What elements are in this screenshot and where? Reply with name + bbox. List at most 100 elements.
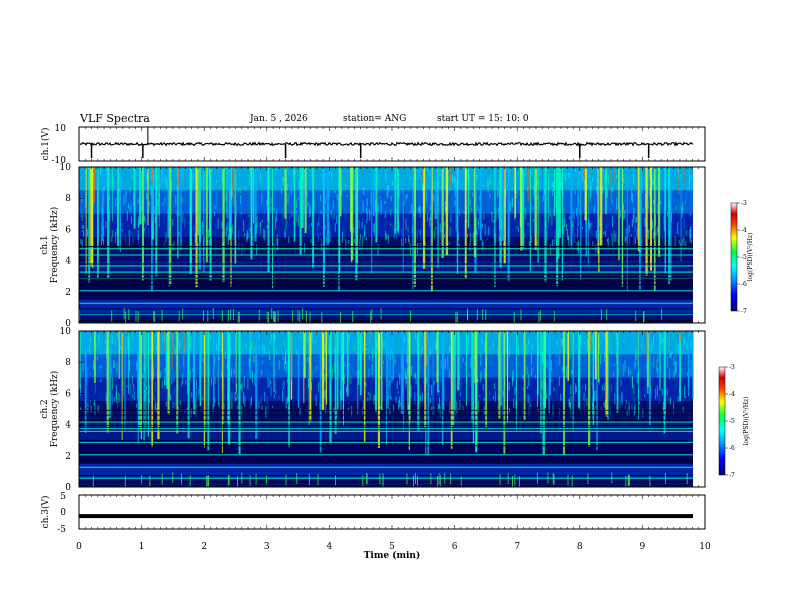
spectrogram-speckle: [383, 341, 385, 347]
sferic-streak: [350, 167, 353, 263]
low-freq-spike: [296, 473, 298, 484]
spectrogram-speckle: [219, 346, 221, 355]
spectrogram-speckle: [447, 355, 449, 362]
spectrogram-speckle: [497, 172, 498, 183]
spectrogram-speckle: [347, 401, 349, 404]
sferic-streak: [359, 331, 362, 396]
spectrogram-speckle: [248, 233, 250, 238]
sferic-peak: [637, 331, 639, 367]
spectrogram-speckle: [497, 340, 499, 350]
low-freq-spike: [92, 475, 94, 487]
spectrogram-speckle: [419, 395, 421, 402]
spectrogram-speckle: [647, 200, 649, 209]
spectrogram-speckle: [430, 213, 431, 220]
spectrogram-speckle: [264, 230, 266, 241]
spectrogram-speckle: [146, 386, 148, 390]
spectrogram-speckle: [351, 406, 353, 417]
low-freq-spike: [237, 475, 238, 487]
spectrogram-speckle: [281, 379, 283, 390]
spectrogram-speckle: [122, 377, 124, 387]
colorbar-tick-label: -6: [741, 281, 747, 288]
low-freq-spike: [456, 311, 458, 323]
spectrogram-speckle: [546, 231, 548, 242]
spectrogram-speckle: [607, 190, 609, 198]
spectrogram-speckle: [469, 232, 471, 243]
spectrogram-speckle: [589, 193, 591, 203]
spectrogram-speckle: [315, 364, 316, 373]
sferic-streak: [170, 167, 172, 286]
spectrogram-speckle: [630, 337, 632, 340]
sferic-streak: [176, 331, 179, 434]
spectrogram-speckle: [535, 375, 537, 379]
spectrogram-speckle: [498, 188, 500, 197]
spectrogram-speckle: [513, 369, 515, 381]
spectrogram-speckle: [558, 408, 560, 417]
ch2-colorbar-label: log(PSD)(V²/Hz): [743, 397, 750, 446]
sferic-streak: [622, 167, 624, 287]
spectrogram-speckle: [97, 405, 99, 412]
spectrogram-speckle: [174, 345, 176, 355]
spectrogram-speckle: [670, 348, 672, 355]
spectrogram-speckle: [518, 200, 520, 209]
spectrogram-speckle: [514, 216, 516, 221]
spectrogram-speckle: [380, 406, 382, 409]
sferic-peak: [610, 167, 612, 201]
spectrogram-speckle: [615, 175, 617, 179]
spectrogram-speckle: [143, 229, 145, 233]
spectrogram-speckle: [431, 406, 433, 411]
spectrogram-speckle: [146, 353, 148, 362]
spectrogram-speckle: [690, 367, 692, 376]
spectrogram-speckle: [212, 202, 214, 214]
spectrogram-gap: [79, 426, 693, 428]
spectrogram-speckle: [439, 406, 441, 418]
sferic-streak: [371, 167, 373, 274]
spectrogram-speckle: [164, 174, 166, 184]
spectrogram-speckle: [619, 210, 621, 218]
sferic-peak: [527, 167, 529, 202]
sferic-peak: [450, 167, 452, 186]
spectrogram-speckle: [685, 201, 686, 204]
spectrogram-speckle: [334, 190, 336, 193]
spectrogram-speckle: [482, 184, 484, 187]
spectrogram-speckle: [333, 213, 335, 220]
spectrogram-speckle: [591, 380, 593, 386]
freq-tick-label: 6: [65, 389, 71, 399]
spectrogram-speckle: [568, 235, 570, 246]
low-freq-spike: [189, 474, 191, 486]
sferic-streak: [340, 331, 342, 411]
sferic-streak: [638, 331, 639, 420]
spectrogram-speckle: [609, 407, 611, 416]
sferic-streak: [519, 167, 522, 228]
spectrogram-speckle: [296, 210, 298, 222]
spectrogram-speckle: [216, 204, 218, 212]
spectrogram-speckle: [604, 352, 606, 358]
spectrogram-speckle: [603, 383, 605, 391]
spectrogram-speckle: [657, 367, 659, 378]
spectrogram-speckle: [308, 224, 310, 230]
spectrogram-speckle: [633, 384, 635, 395]
spectrogram-speckle: [488, 226, 490, 236]
low-freq-spike: [553, 310, 555, 322]
spectrogram-speckle: [656, 359, 658, 372]
spectrogram-speckle: [221, 221, 223, 229]
spectrogram-speckle: [634, 361, 636, 370]
spectrogram-speckle: [611, 199, 613, 204]
spectrogram-speckle: [513, 398, 515, 408]
spectrogram-speckle: [270, 381, 272, 384]
spectrogram-speckle: [481, 240, 483, 251]
low-freq-spike: [172, 472, 174, 484]
spectrogram-speckle: [365, 382, 367, 387]
spectrogram-speckle: [629, 371, 631, 375]
sferic-streak: [456, 167, 459, 275]
spectrogram-speckle: [466, 376, 468, 384]
sferic-peak: [152, 167, 154, 185]
spectrogram-speckle: [457, 228, 459, 239]
spectrogram-speckle: [389, 408, 391, 414]
spectrogram-speckle: [145, 218, 147, 229]
sferic-streak: [503, 331, 506, 454]
spectrogram-speckle: [569, 353, 571, 359]
sferic-streak: [147, 167, 149, 226]
spectrogram-speckle: [324, 225, 326, 230]
spectrogram-speckle: [170, 180, 172, 193]
low-freq-spike: [417, 475, 418, 487]
